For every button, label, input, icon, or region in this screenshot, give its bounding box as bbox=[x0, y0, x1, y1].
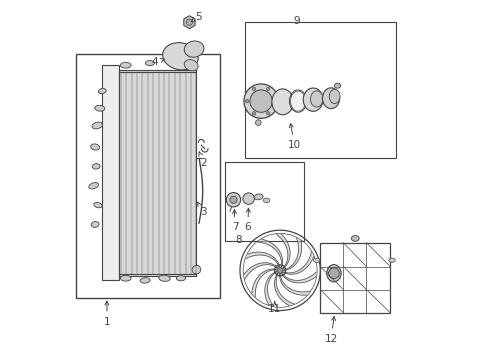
Polygon shape bbox=[274, 273, 294, 305]
Text: 5: 5 bbox=[192, 12, 202, 22]
Polygon shape bbox=[265, 271, 276, 306]
Polygon shape bbox=[284, 252, 314, 274]
Polygon shape bbox=[244, 263, 277, 279]
Ellipse shape bbox=[322, 88, 340, 109]
Ellipse shape bbox=[329, 89, 340, 104]
Text: 3: 3 bbox=[197, 202, 206, 217]
Ellipse shape bbox=[184, 60, 198, 71]
Ellipse shape bbox=[159, 275, 170, 281]
Ellipse shape bbox=[98, 89, 106, 94]
Circle shape bbox=[243, 193, 254, 204]
Ellipse shape bbox=[327, 265, 341, 282]
Circle shape bbox=[192, 265, 201, 274]
Ellipse shape bbox=[389, 258, 395, 262]
Text: 8: 8 bbox=[235, 235, 242, 245]
Text: 6: 6 bbox=[245, 208, 251, 232]
Ellipse shape bbox=[303, 88, 323, 111]
Circle shape bbox=[273, 99, 277, 103]
Text: 1: 1 bbox=[103, 301, 110, 327]
Text: 4: 4 bbox=[151, 57, 164, 67]
Ellipse shape bbox=[263, 198, 270, 203]
Circle shape bbox=[255, 120, 261, 126]
Circle shape bbox=[186, 19, 193, 26]
Polygon shape bbox=[282, 272, 316, 283]
Ellipse shape bbox=[140, 278, 150, 283]
Circle shape bbox=[277, 267, 283, 273]
Ellipse shape bbox=[95, 105, 105, 111]
Ellipse shape bbox=[291, 91, 306, 111]
Circle shape bbox=[245, 99, 249, 103]
Ellipse shape bbox=[272, 89, 294, 115]
Ellipse shape bbox=[146, 60, 154, 66]
Ellipse shape bbox=[89, 183, 98, 189]
Text: 7: 7 bbox=[232, 210, 238, 232]
Polygon shape bbox=[284, 238, 302, 270]
Bar bbox=[225, 162, 304, 241]
Text: 12: 12 bbox=[324, 316, 338, 343]
Ellipse shape bbox=[176, 276, 186, 281]
Circle shape bbox=[252, 112, 256, 115]
Ellipse shape bbox=[163, 43, 198, 70]
Bar bbox=[76, 54, 220, 298]
Bar bbox=[320, 243, 390, 313]
Ellipse shape bbox=[351, 235, 359, 241]
Polygon shape bbox=[246, 252, 280, 266]
Circle shape bbox=[267, 87, 270, 91]
Ellipse shape bbox=[311, 91, 323, 107]
Text: 9: 9 bbox=[294, 17, 300, 27]
Ellipse shape bbox=[254, 194, 263, 200]
Ellipse shape bbox=[184, 41, 204, 57]
Ellipse shape bbox=[92, 122, 102, 129]
Circle shape bbox=[226, 193, 241, 207]
Ellipse shape bbox=[314, 258, 320, 262]
Circle shape bbox=[329, 268, 339, 279]
Ellipse shape bbox=[91, 221, 99, 228]
Polygon shape bbox=[258, 239, 283, 267]
Bar bbox=[101, 65, 119, 280]
Text: 10: 10 bbox=[288, 123, 301, 150]
Ellipse shape bbox=[334, 83, 341, 88]
Circle shape bbox=[274, 265, 286, 276]
Text: 2: 2 bbox=[199, 152, 207, 168]
Bar bbox=[245, 22, 395, 158]
Polygon shape bbox=[276, 234, 290, 268]
Bar bbox=[119, 69, 196, 276]
Polygon shape bbox=[280, 274, 310, 295]
Circle shape bbox=[230, 196, 237, 203]
Polygon shape bbox=[252, 269, 276, 297]
Circle shape bbox=[252, 87, 256, 91]
Ellipse shape bbox=[121, 62, 131, 68]
Ellipse shape bbox=[92, 164, 100, 169]
Ellipse shape bbox=[91, 144, 99, 150]
Circle shape bbox=[244, 84, 278, 118]
Ellipse shape bbox=[121, 275, 131, 281]
Circle shape bbox=[267, 112, 270, 115]
Circle shape bbox=[250, 90, 272, 112]
Ellipse shape bbox=[94, 202, 102, 208]
Text: 11: 11 bbox=[268, 301, 281, 314]
